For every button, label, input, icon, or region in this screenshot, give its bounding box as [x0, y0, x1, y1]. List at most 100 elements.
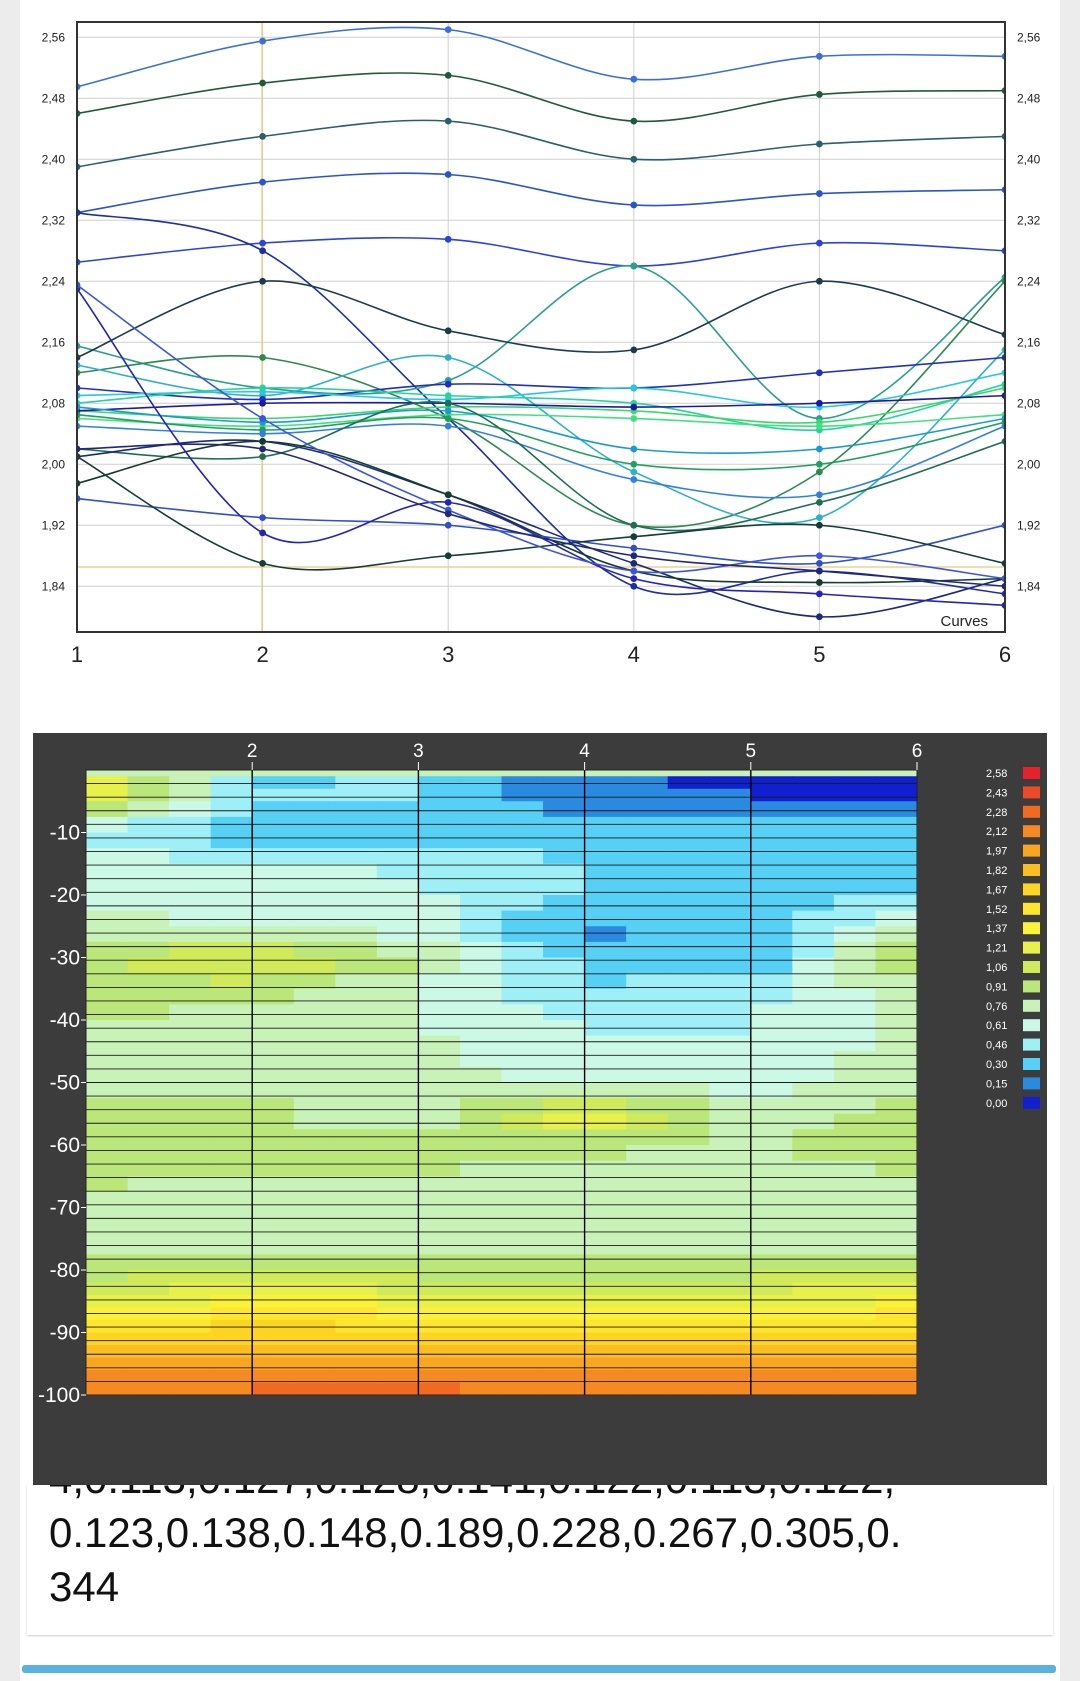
contour-cell — [792, 1295, 835, 1309]
contour-cell — [418, 863, 461, 880]
contour-cell — [86, 1207, 129, 1224]
contour-cell — [127, 957, 170, 974]
contour-cell — [501, 1129, 544, 1146]
colorbar-swatch — [1023, 999, 1040, 1012]
contour-cell — [335, 1345, 378, 1359]
contour-cell — [543, 1176, 586, 1193]
contour-cell — [86, 1357, 129, 1371]
contour-cell — [252, 1382, 295, 1396]
colorbar-swatch — [1023, 1096, 1040, 1109]
contour-cell — [667, 1004, 710, 1021]
contour-cell — [335, 1145, 378, 1162]
contour-cell — [293, 1176, 336, 1193]
y-tick-label: -70 — [50, 1197, 80, 1220]
contour-cell — [875, 788, 918, 802]
contour-cell — [501, 776, 544, 790]
contour-cell — [584, 895, 627, 912]
contour-cell — [626, 1270, 669, 1284]
contour-cell — [709, 816, 752, 834]
contour-cell — [543, 1082, 586, 1099]
series-point — [816, 140, 823, 148]
series-line-21 — [77, 439, 1005, 618]
contour-cell — [252, 1238, 295, 1255]
contour-cell — [750, 848, 793, 865]
contour-cell — [376, 941, 419, 959]
contour-cell — [335, 879, 378, 896]
colorbar-label: 1,21 — [986, 943, 1007, 955]
series-line-9 — [77, 280, 1005, 529]
series-point — [259, 178, 266, 186]
contour-cell — [210, 832, 253, 849]
contour-cell — [584, 863, 627, 880]
contour-cell — [792, 832, 835, 849]
contour-cell — [418, 1295, 461, 1309]
contour-cell — [543, 1357, 586, 1371]
series-point — [259, 430, 266, 438]
contour-cell — [875, 879, 918, 896]
contour-cell — [376, 910, 419, 927]
contour-cell — [709, 879, 752, 896]
y-tick-label-right: 1,84 — [1017, 579, 1041, 593]
contour-cell — [459, 1332, 503, 1346]
contour-cell — [875, 1307, 918, 1321]
series-point — [444, 327, 452, 335]
contour-cell — [335, 801, 378, 818]
series-point — [630, 403, 638, 411]
colorbar-label: 1,06 — [986, 962, 1007, 974]
contour-cell — [543, 848, 586, 865]
contour-cell — [86, 988, 129, 1005]
text-line-3: 344 — [49, 1563, 120, 1610]
contour-cell — [792, 1238, 835, 1255]
contour-cell — [459, 1113, 503, 1130]
contour-cell — [750, 1382, 793, 1396]
contour-cell — [626, 895, 669, 912]
contour-cell — [127, 1145, 170, 1162]
contour-cell — [459, 801, 503, 818]
contour-cell — [169, 1098, 212, 1115]
contour-cell — [210, 957, 253, 974]
contour-cell — [335, 1113, 378, 1130]
contour-cell — [335, 1051, 378, 1068]
contour-cell — [626, 1176, 669, 1193]
contour-cell — [418, 1207, 461, 1224]
contour-cell — [335, 1332, 378, 1346]
contour-cell — [501, 1004, 544, 1021]
contour-cell — [127, 1004, 170, 1021]
contour-cell — [127, 1191, 170, 1209]
contour-cell — [210, 895, 253, 912]
contour-cell — [252, 1223, 295, 1240]
contour-cell — [501, 973, 544, 990]
contour-cell — [169, 926, 212, 943]
contour-cell — [169, 1370, 212, 1384]
contour-cell — [709, 1345, 752, 1359]
y-tick-label-right: 2,16 — [1017, 335, 1041, 349]
contour-cell — [875, 1051, 918, 1068]
contour-cell — [667, 1370, 710, 1384]
contour-cell — [667, 863, 710, 880]
contour-cell — [626, 1223, 669, 1240]
contour-cell — [418, 1004, 461, 1021]
series-point — [816, 590, 823, 598]
contour-cell — [875, 1160, 918, 1177]
contour-cell — [376, 1345, 419, 1359]
text-line-2: 0.123,0.138,0.148,0.189,0.228,0.267,0.30… — [49, 1509, 902, 1556]
contour-cell — [875, 1113, 918, 1130]
contour-cell — [459, 1370, 503, 1384]
contour-cell — [584, 1098, 627, 1115]
contour-cell — [169, 1082, 212, 1099]
contour-cell — [210, 910, 253, 927]
contour-cell — [792, 910, 835, 927]
contour-cell — [501, 1270, 544, 1284]
contour-cell — [709, 1082, 752, 1099]
contour-cell — [584, 1004, 627, 1021]
contour-cell — [459, 832, 503, 849]
y-tick-label: -90 — [50, 1322, 80, 1345]
contour-cell — [626, 816, 669, 834]
contour-cell — [169, 1176, 212, 1193]
contour-cell — [626, 863, 669, 880]
contour-cell — [501, 1295, 544, 1309]
contour-cell — [543, 1160, 586, 1177]
contour-cell — [667, 1270, 710, 1284]
contour-cell — [667, 1254, 710, 1271]
contour-cell — [709, 1160, 752, 1177]
